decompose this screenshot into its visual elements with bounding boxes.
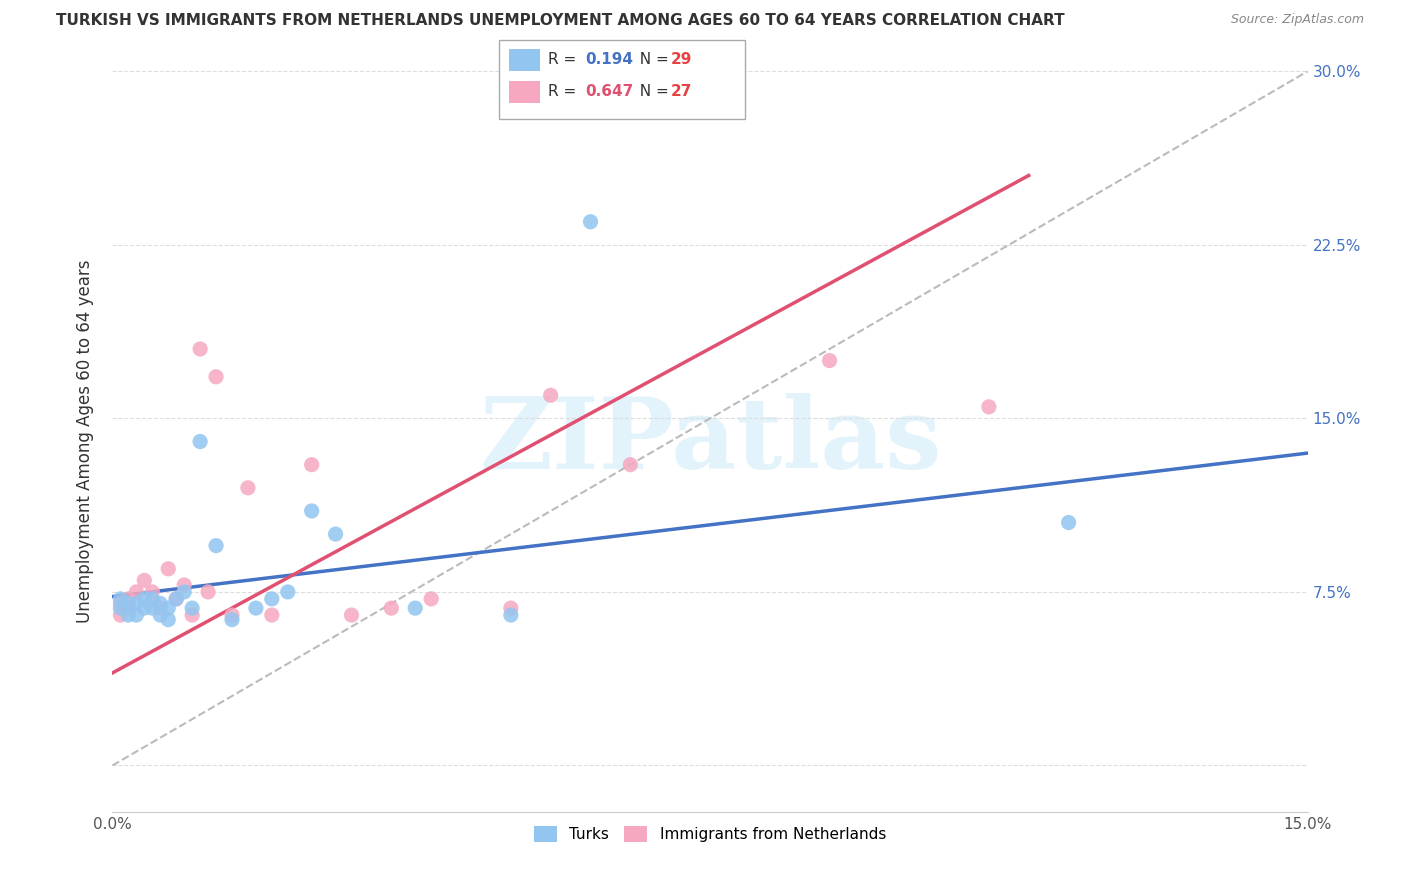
Point: [157, 613, 180, 627]
Point: [1057, 516, 1080, 530]
Point: [110, 591, 132, 606]
Point: [125, 608, 148, 623]
Point: [125, 585, 148, 599]
Point: [141, 591, 163, 606]
Y-axis label: Unemployment Among Ages 60 to 64 years: Unemployment Among Ages 60 to 64 years: [76, 260, 94, 624]
Point: [110, 597, 132, 611]
Text: N =: N =: [630, 85, 673, 99]
Text: ZIPatlas: ZIPatlas: [479, 393, 941, 490]
Point: [221, 613, 243, 627]
Point: [157, 562, 180, 576]
Point: [149, 608, 172, 623]
Point: [260, 591, 283, 606]
Point: [165, 591, 187, 606]
Text: 0.647: 0.647: [585, 85, 633, 99]
Text: 0.194: 0.194: [585, 53, 633, 67]
Point: [188, 434, 211, 449]
Point: [173, 578, 195, 592]
Point: [236, 481, 259, 495]
Point: [173, 585, 195, 599]
Point: [245, 601, 267, 615]
Point: [380, 601, 402, 615]
Point: [149, 601, 172, 615]
Point: [499, 608, 522, 623]
Point: [404, 601, 426, 615]
Point: [205, 369, 228, 384]
Point: [540, 388, 562, 402]
Point: [181, 601, 204, 615]
Text: 27: 27: [671, 85, 692, 99]
Text: TURKISH VS IMMIGRANTS FROM NETHERLANDS UNEMPLOYMENT AMONG AGES 60 TO 64 YEARS CO: TURKISH VS IMMIGRANTS FROM NETHERLANDS U…: [56, 13, 1064, 29]
Point: [977, 400, 1000, 414]
Point: [149, 597, 172, 611]
Text: Source: ZipAtlas.com: Source: ZipAtlas.com: [1230, 13, 1364, 27]
Point: [277, 585, 299, 599]
Point: [141, 585, 163, 599]
Point: [110, 601, 132, 615]
Point: [117, 608, 139, 623]
Point: [110, 608, 132, 623]
Text: N =: N =: [630, 53, 673, 67]
Point: [301, 458, 323, 472]
Point: [117, 597, 139, 611]
Point: [134, 601, 156, 615]
Point: [325, 527, 347, 541]
Point: [499, 601, 522, 615]
Point: [619, 458, 641, 472]
Point: [188, 342, 211, 356]
Point: [117, 601, 139, 615]
Point: [134, 574, 156, 588]
Point: [818, 353, 841, 368]
Legend: Turks, Immigrants from Netherlands: Turks, Immigrants from Netherlands: [529, 821, 891, 848]
Point: [117, 591, 139, 606]
Point: [125, 597, 148, 611]
Point: [260, 608, 283, 623]
Point: [181, 608, 204, 623]
Point: [157, 601, 180, 615]
Point: [141, 601, 163, 615]
Text: 29: 29: [671, 53, 692, 67]
Text: R =: R =: [548, 85, 582, 99]
Point: [420, 591, 443, 606]
Point: [301, 504, 323, 518]
Point: [340, 608, 363, 623]
Point: [165, 591, 187, 606]
Point: [197, 585, 219, 599]
Point: [134, 591, 156, 606]
Point: [579, 215, 602, 229]
Text: R =: R =: [548, 53, 582, 67]
Point: [205, 539, 228, 553]
Point: [221, 608, 243, 623]
